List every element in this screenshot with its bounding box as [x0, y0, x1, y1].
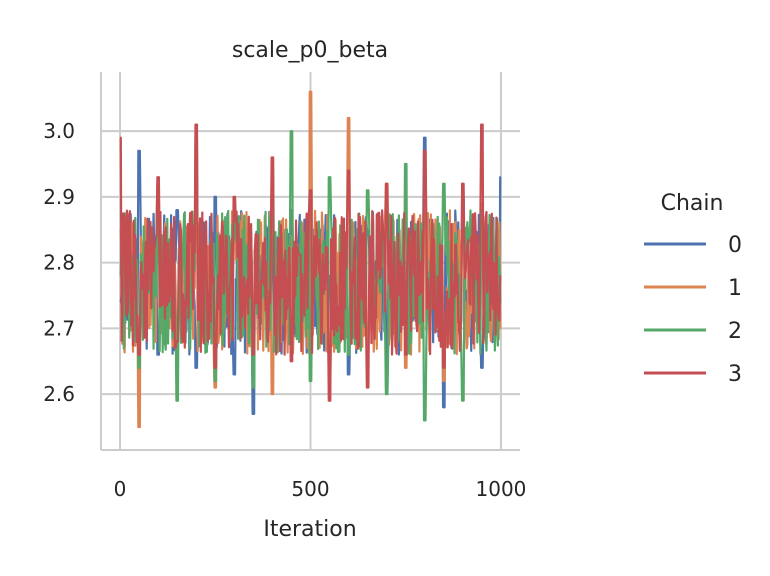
y-tick-label: 2.7 [43, 316, 75, 340]
series-layer [119, 90, 502, 429]
tick-layer: 0 500 1000 2.6 2.7 2.8 2.9 3.0 [43, 119, 526, 501]
y-tick-label: 2.9 [43, 185, 75, 209]
series-line-chain-2 [119, 130, 502, 422]
legend-label-chain-2: 2 [728, 319, 742, 344]
x-tick-label: 1000 [476, 477, 527, 501]
legend-label-chain-3: 3 [728, 362, 742, 387]
x-tick-label: 500 [291, 477, 329, 501]
chart-title: scale_p0_beta [232, 38, 388, 63]
legend-label-chain-1: 1 [728, 276, 742, 301]
y-tick-label: 2.6 [43, 382, 75, 406]
legend-title: Chain [661, 191, 724, 216]
legend-label-chain-0: 0 [728, 233, 742, 258]
y-tick-label: 2.8 [43, 251, 75, 275]
legend: Chain 0 1 2 3 [644, 191, 742, 387]
series-line-chain-3 [119, 123, 502, 402]
y-tick-label: 3.0 [43, 119, 75, 143]
x-axis-label: Iteration [263, 517, 356, 542]
x-tick-label: 0 [114, 477, 127, 501]
